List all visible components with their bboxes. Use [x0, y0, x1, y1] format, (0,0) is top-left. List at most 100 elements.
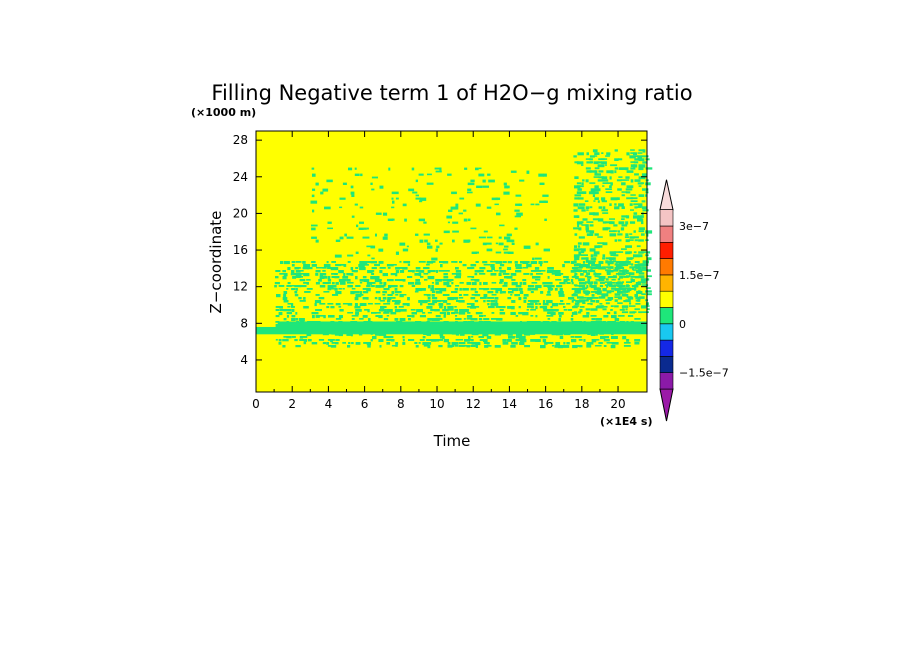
green-patch	[530, 306, 534, 309]
green-patch	[571, 288, 577, 290]
green-patch	[602, 254, 606, 258]
green-patch	[395, 342, 399, 345]
green-patch	[451, 273, 458, 275]
green-patch	[625, 239, 630, 243]
green-patch	[362, 291, 369, 294]
green-patch	[311, 236, 317, 239]
green-patch	[621, 224, 628, 227]
green-patch	[364, 309, 368, 311]
green-patch	[442, 300, 448, 303]
green-patch	[303, 306, 309, 309]
green-patch	[339, 309, 344, 312]
green-patch	[391, 291, 395, 295]
green-patch	[355, 309, 362, 312]
green-patch	[637, 266, 642, 270]
green-patch	[581, 257, 588, 260]
green-patch	[314, 300, 322, 304]
green-patch	[330, 306, 335, 309]
green-patch	[574, 194, 582, 197]
green-patch	[426, 306, 433, 309]
green-patch	[510, 239, 515, 243]
green-patch	[518, 203, 523, 206]
green-patch	[442, 330, 446, 333]
green-patch	[295, 327, 302, 331]
green-patch	[552, 345, 555, 347]
green-patch	[594, 170, 598, 174]
green-patch	[306, 282, 309, 285]
green-patch	[578, 327, 583, 330]
green-patch	[607, 264, 611, 266]
green-patch	[585, 281, 591, 284]
green-patch	[530, 203, 535, 206]
green-patch	[478, 167, 482, 170]
green-patch	[547, 309, 554, 312]
green-patch	[390, 327, 393, 331]
green-patch	[426, 264, 430, 266]
green-patch	[490, 303, 497, 306]
green-patch	[638, 203, 643, 207]
green-patch	[532, 276, 538, 279]
green-patch	[578, 266, 583, 269]
green-patch	[626, 179, 630, 181]
green-patch	[427, 324, 433, 327]
green-patch	[363, 321, 369, 324]
green-patch	[621, 182, 626, 186]
colorbar-swatch	[659, 209, 674, 227]
green-patch	[306, 279, 311, 281]
green-patch	[346, 236, 354, 239]
green-patch	[633, 254, 640, 258]
green-patch	[315, 270, 321, 273]
green-patch	[638, 239, 644, 242]
green-patch	[589, 230, 595, 234]
green-patch	[590, 300, 596, 303]
green-patch	[640, 215, 644, 218]
green-patches-2	[274, 261, 643, 349]
green-patch	[355, 276, 358, 280]
green-patch	[608, 284, 614, 287]
green-patch	[435, 279, 442, 282]
green-patch	[282, 270, 286, 273]
green-patch	[328, 315, 335, 318]
green-patch	[375, 291, 381, 294]
green-patch	[467, 324, 474, 328]
green-patch	[395, 270, 400, 274]
colorbar-over-arrow	[659, 179, 674, 211]
green-patch	[522, 282, 527, 285]
green-patch	[554, 270, 561, 274]
green-patch	[598, 318, 602, 321]
green-patch	[610, 305, 614, 307]
green-patch	[618, 287, 625, 291]
green-patch	[402, 330, 408, 334]
green-patch	[491, 282, 497, 284]
green-patch	[463, 209, 467, 212]
green-patch	[359, 261, 364, 265]
green-patch	[291, 309, 295, 312]
green-patch	[563, 309, 568, 311]
green-patch	[621, 179, 627, 181]
green-patch	[455, 267, 459, 270]
green-patch	[542, 306, 548, 310]
green-patch	[474, 273, 478, 276]
green-patch	[486, 236, 493, 239]
green-patch	[543, 336, 548, 339]
green-patch	[294, 291, 298, 294]
green-patch	[578, 330, 583, 333]
green-patch	[486, 336, 492, 339]
green-patch	[637, 281, 645, 283]
green-patch	[503, 282, 508, 285]
green-patch	[515, 264, 522, 267]
green-patch	[435, 282, 439, 285]
green-patch	[580, 221, 584, 224]
green-patch	[646, 293, 652, 296]
green-patch	[597, 242, 605, 244]
green-patch	[378, 315, 383, 319]
green-patch	[427, 270, 431, 274]
green-patch	[618, 221, 625, 225]
green-patch	[539, 200, 546, 203]
green-patch	[326, 330, 329, 333]
green-patch	[359, 282, 363, 284]
green-patch	[332, 282, 335, 285]
green-patch	[427, 345, 431, 349]
green-patch	[625, 188, 633, 191]
green-patch	[471, 282, 477, 286]
